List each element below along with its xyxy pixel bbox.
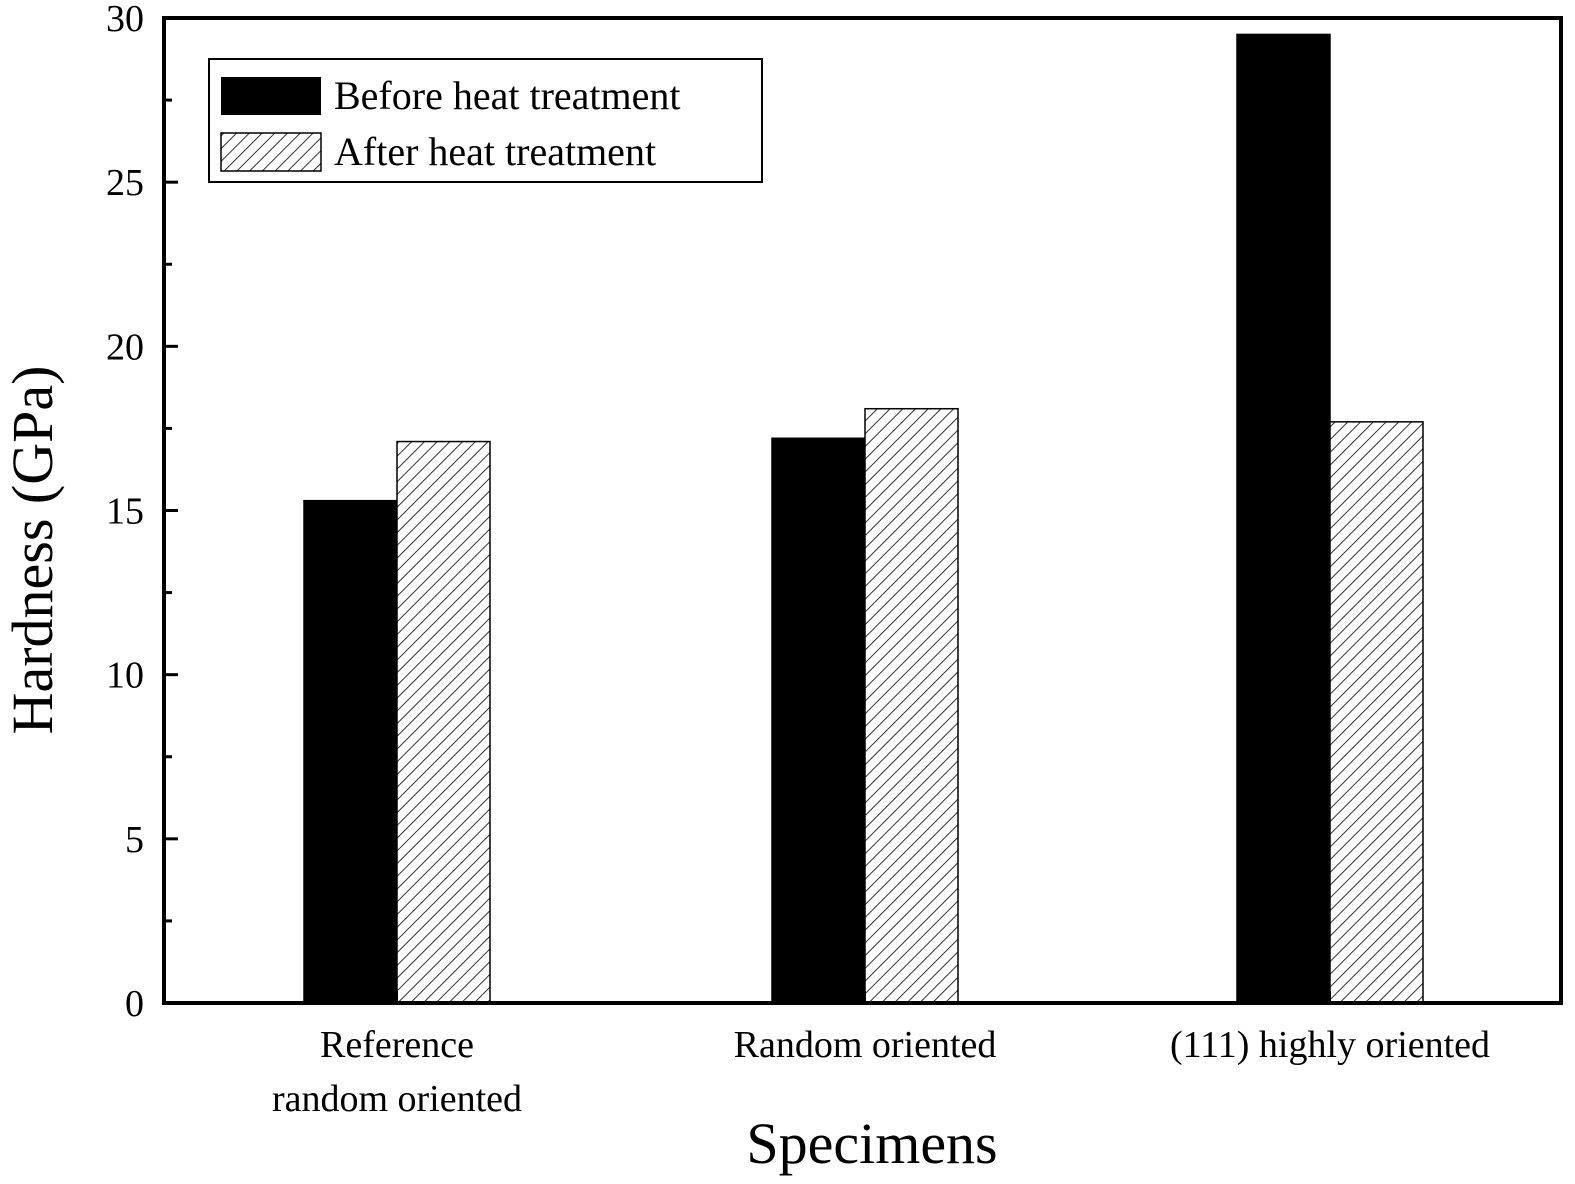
legend: Before heat treatment After heat treatme…: [208, 58, 763, 183]
bars-group: [303, 33, 1424, 1004]
bar-before-0: [303, 499, 398, 1004]
x-category-label: Random oriented: [734, 1024, 997, 1066]
y-axis-title: Hardness (GPa): [0, 366, 65, 735]
bar-after-2: [1329, 421, 1424, 1004]
y-tick-label: 30: [106, 0, 144, 40]
legend-label-after: After heat treatment: [334, 129, 656, 174]
x-axis-title: Specimens: [746, 1111, 997, 1176]
legend-swatch-after: [220, 132, 322, 172]
y-tick-label: 25: [106, 162, 144, 204]
x-category-label: (111) highly oriented: [1170, 1024, 1490, 1066]
y-tick-label: 20: [106, 326, 144, 368]
bar-after-1: [864, 407, 959, 1004]
x-category-labels: Reference random oriented Random oriented (…: [272, 1024, 1490, 1120]
y-tick-label: 15: [106, 491, 144, 533]
y-tick-label: 10: [106, 655, 144, 697]
bar-after-0: [396, 440, 491, 1004]
y-tick-label: 0: [125, 983, 144, 1025]
x-category-label: random oriented: [272, 1078, 522, 1120]
bar-before-2: [1236, 33, 1331, 1004]
y-axis-ticks: 0 5 10 15 20 25 30: [106, 0, 178, 1025]
bar-before-1: [771, 437, 866, 1004]
legend-swatch-before: [221, 77, 321, 115]
plot-area-frame: [162, 16, 1563, 1005]
x-category-label: Reference: [320, 1024, 474, 1066]
y-tick-label: 5: [125, 819, 144, 861]
legend-label-before: Before heat treatment: [334, 73, 680, 118]
